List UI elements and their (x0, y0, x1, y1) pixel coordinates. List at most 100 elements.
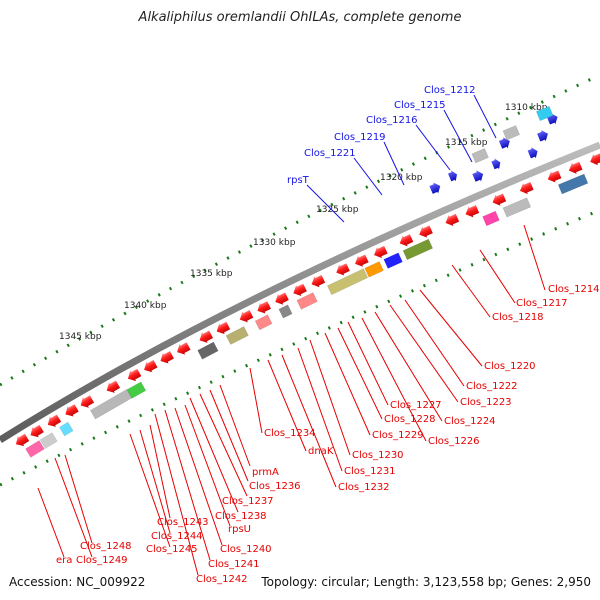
cds-block (225, 326, 249, 345)
reverse-gene-arrow (257, 301, 271, 314)
reverse-gene-arrow (293, 283, 307, 296)
reverse-gene-arrow (311, 274, 326, 288)
leader-line (139, 429, 171, 534)
leader-line (374, 311, 443, 422)
leader-line (37, 487, 65, 558)
map-title: Alkaliphilus oremlandii OhILAs, complete… (138, 10, 462, 25)
ruler-label: 1345 kbp (59, 332, 102, 342)
leader-line (419, 289, 483, 367)
outer-ruler-track (0, 73, 600, 387)
reverse-gene-label: Clos_1238 (215, 511, 267, 522)
reverse-gene-arrow (65, 404, 79, 417)
reverse-gene-arrow (419, 225, 433, 238)
leader-line (249, 367, 263, 434)
leader-line (64, 454, 93, 544)
reverse-gene-label: Clos_1226 (428, 436, 480, 447)
reverse-gene-label: Clos_1240 (220, 544, 272, 555)
reverse-gene-label: era (56, 555, 72, 566)
forward-gene-arrow (537, 130, 548, 142)
leader-line (54, 457, 93, 558)
cds-block (383, 252, 403, 269)
reverse-gene-arrow (355, 254, 369, 267)
cds-block (39, 432, 58, 449)
reverse-gene-label: Clos_1214 (548, 284, 600, 295)
reverse-gene-label: Clos_1237 (222, 496, 274, 507)
cds-block (327, 268, 369, 296)
leader-line (219, 384, 251, 467)
ruler-label: 1320 kbp (380, 173, 423, 183)
outer-gene-block (471, 147, 489, 164)
ruler-label: 1330 kbp (253, 238, 296, 248)
gene-labels: Clos_1212 Clos_1215 Clos_1216 Clos_1219 Clos… (56, 85, 600, 585)
reverse-gene-arrow (519, 182, 534, 195)
forward-gene-arrow (447, 170, 457, 182)
leader-line (309, 339, 351, 456)
reverse-gene-label: Clos_1234 (264, 428, 316, 439)
cds-block (254, 314, 273, 331)
leader-line (443, 109, 473, 163)
leader-line (149, 424, 171, 519)
reverse-gene-label: Clos_1243 (157, 517, 209, 528)
reverse-gene-arrow (275, 292, 289, 305)
reverse-gene-arrow (336, 263, 350, 276)
leader-line (389, 304, 459, 403)
reverse-gene-arrow (239, 310, 254, 323)
reverse-gene-arrow (30, 424, 44, 438)
cds-block (502, 197, 532, 218)
leader-line (189, 397, 239, 513)
reverse-gene-arrow (199, 330, 214, 343)
reverse-gene-label: Clos_1248 (80, 541, 132, 552)
cds-block (25, 440, 45, 458)
reverse-gene-label: Clos_1231 (344, 466, 396, 477)
inner-ruler-track (0, 208, 600, 487)
reverse-gene-label: Clos_1217 (516, 298, 568, 309)
leader-line (451, 264, 491, 318)
cds-block (197, 341, 219, 360)
reverse-gene-label: Clos_1242 (196, 574, 248, 585)
topology-summary: Topology: circular; Length: 3,123,558 bp… (261, 575, 591, 589)
leader-line (415, 124, 451, 171)
forward-gene-label: Clos_1216 (366, 115, 418, 126)
reverse-gene-arrow (374, 245, 388, 259)
reverse-gene-label: Clos_1232 (338, 482, 390, 493)
reverse-gene-arrow (547, 170, 562, 183)
forward-gene-label: Clos_1215 (394, 100, 446, 111)
reverse-gene-arrow (492, 193, 507, 206)
forward-gene-arrow (527, 147, 538, 159)
ruler-labels: 1310 kbp 1315 kbp 1320 kbp 1325 kbp 1330 kbp… (59, 103, 548, 342)
forward-gene-label: Clos_1219 (334, 132, 386, 143)
reverse-gene-label: Clos_1230 (352, 450, 404, 461)
ruler-label: 1335 kbp (190, 269, 233, 279)
reverse-gene-arrow (445, 213, 460, 227)
cds-block (59, 421, 74, 437)
reverse-gene-arrow (590, 153, 600, 166)
reverse-gene-label: Clos_1224 (444, 416, 496, 427)
accession-text: Accession: NC_009922 (9, 575, 146, 589)
leader-line (479, 249, 516, 304)
reverse-gene-label: Clos_1229 (372, 430, 424, 441)
reverse-gene-label: Clos_1236 (249, 481, 301, 492)
cds-block (126, 381, 147, 399)
forward-gene-label: Clos_1221 (304, 148, 356, 159)
cds-block (557, 173, 589, 195)
reverse-gene-arrow (144, 359, 158, 373)
cds-block (402, 238, 434, 261)
outer-gene-block (535, 105, 554, 122)
label-leader-lines (37, 94, 546, 576)
reverse-gene-label: Clos_1220 (484, 361, 536, 372)
reverse-gene-label: dnaK (308, 446, 334, 457)
reverse-gene-label: prmA (252, 467, 279, 478)
leader-line (154, 413, 199, 576)
forward-gene-label: Clos_1212 (424, 85, 476, 96)
ruler-label: 1310 kbp (505, 103, 548, 113)
reverse-gene-arrow (568, 161, 583, 174)
reverse-gene-label: Clos_1218 (492, 312, 544, 323)
reverse-gene-arrow (177, 342, 191, 355)
reverse-gene-label: Clos_1228 (384, 414, 436, 425)
cds-block (278, 304, 293, 319)
leader-line (184, 404, 231, 527)
ruler-label: 1340 kbp (124, 301, 167, 311)
cds-block (90, 389, 133, 420)
leader-line (297, 347, 343, 472)
